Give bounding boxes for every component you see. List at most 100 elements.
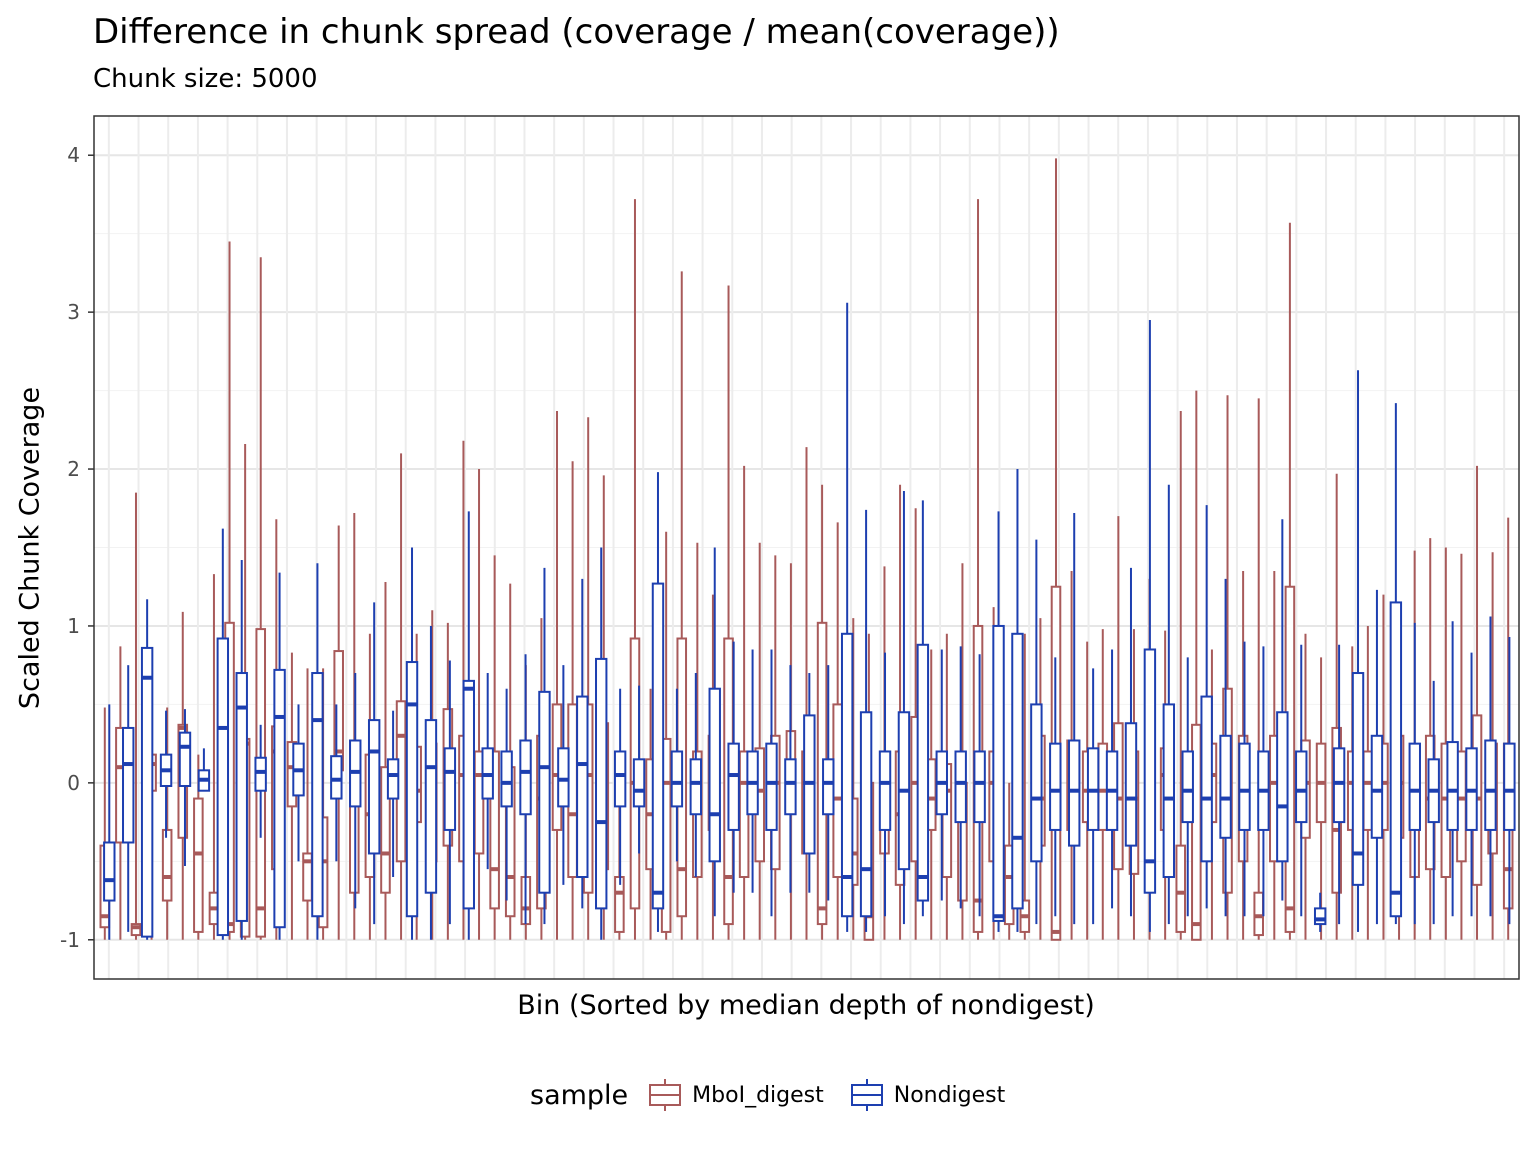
box-iqr	[1408, 742, 1421, 831]
box-iqr	[1276, 711, 1289, 863]
box-iqr	[727, 742, 740, 831]
legend-label-nondigest: Nondigest	[893, 1082, 1006, 1108]
box-iqr	[651, 582, 665, 910]
nondigest-box	[1332, 644, 1346, 925]
box-iqr	[380, 766, 391, 894]
box-iqr	[1332, 747, 1346, 824]
nondigest-box	[500, 688, 513, 901]
box-iqr	[273, 668, 286, 929]
box-iqr	[405, 661, 419, 918]
nondigest-box	[1408, 622, 1421, 925]
nondigest-box	[1086, 668, 1100, 925]
nondigest-box	[992, 511, 1005, 932]
nondigest-box	[1030, 539, 1043, 925]
mboi-box	[1019, 633, 1031, 940]
chart-title: Difference in chunk spread (coverage / m…	[93, 12, 1060, 52]
nondigest-box	[1295, 644, 1308, 917]
box-iqr	[576, 695, 589, 879]
nondigest-box	[330, 704, 343, 862]
legend-key-mboi	[649, 1079, 682, 1111]
box-iqr	[1389, 601, 1403, 918]
box-iqr	[216, 637, 230, 937]
legend-item-nondigest: Nondigest	[850, 1078, 1006, 1112]
chart-subtitle: Chunk size: 5000	[93, 64, 318, 94]
legend: sample MboI_digest Nondigest	[530, 1078, 1017, 1112]
y-tick-label: -1	[60, 927, 80, 952]
box-iqr	[254, 756, 267, 792]
box-iqr	[1181, 750, 1194, 824]
box-iqr	[1238, 742, 1251, 831]
box-iqr	[235, 672, 248, 922]
box-iqr	[1253, 891, 1264, 937]
nondigest-box	[1351, 370, 1365, 932]
box-iqr	[689, 758, 703, 816]
box-iqr	[538, 690, 551, 894]
box-iqr	[595, 657, 608, 910]
box-iqr	[1124, 722, 1138, 847]
nondigest-box	[1143, 319, 1157, 932]
box-iqr	[489, 750, 500, 910]
nondigest-box	[367, 602, 381, 925]
nondigest-box	[1162, 484, 1176, 925]
nondigest-box	[576, 578, 589, 909]
box-iqr	[1068, 739, 1081, 847]
box-iqr	[557, 747, 570, 808]
box-iqr	[193, 797, 204, 933]
box-iqr	[103, 841, 116, 902]
box-iqr	[973, 750, 986, 824]
nondigest-box	[765, 649, 778, 917]
box-iqr	[614, 876, 625, 933]
box-iqr	[1446, 741, 1459, 831]
box-iqr	[500, 750, 513, 808]
panel-border	[93, 115, 1520, 980]
box-iqr	[1200, 695, 1213, 863]
nondigest-box	[878, 652, 892, 917]
nondigest-box	[1181, 657, 1194, 917]
nondigest-box	[349, 673, 362, 909]
nondigest-box	[122, 665, 135, 932]
nondigest-box	[1068, 512, 1081, 925]
nondigest-box	[311, 563, 324, 940]
box-iqr	[832, 703, 843, 879]
nondigest-box	[1427, 680, 1440, 925]
box-iqr	[859, 711, 873, 918]
legend-label-mboi: MboI_digest	[692, 1082, 824, 1108]
box-iqr	[443, 747, 457, 831]
box-iqr	[311, 672, 324, 918]
y-tick-label: 3	[67, 300, 80, 325]
box-iqr	[632, 758, 646, 808]
box-iqr	[424, 719, 438, 894]
nondigest-box	[292, 704, 305, 862]
box-iqr	[670, 750, 684, 808]
nondigest-box	[1503, 636, 1516, 925]
box-iqr	[367, 719, 381, 855]
nondigest-box	[708, 547, 721, 917]
nondigest-box	[424, 625, 438, 940]
box-iqr	[765, 742, 778, 831]
box-iqr	[840, 632, 854, 918]
nondigest-box	[727, 641, 740, 893]
nondigest-box	[632, 685, 646, 854]
mboi-box	[489, 555, 500, 940]
nondigest-box	[254, 724, 267, 838]
y-tick-label: 0	[67, 770, 80, 795]
box-iqr	[130, 923, 142, 937]
legend-item-mboi: MboI_digest	[648, 1078, 824, 1112]
box-iqr	[1313, 907, 1327, 926]
nondigest-box	[935, 649, 948, 901]
box-iqr	[916, 643, 930, 902]
y-axis-label: Scaled Chunk Coverage	[14, 386, 46, 710]
nondigest-box	[103, 704, 116, 940]
nondigest-box	[216, 528, 230, 940]
box-iqr	[1503, 742, 1516, 831]
nondigest-box	[689, 673, 703, 878]
nondigest-box	[595, 547, 608, 940]
box-iqr	[878, 750, 892, 831]
box-iqr	[1351, 672, 1365, 886]
box-iqr	[462, 679, 475, 910]
nondigest-box	[840, 302, 854, 932]
box-iqr	[519, 739, 532, 816]
box-iqr	[1370, 734, 1384, 839]
nondigest-box	[1465, 652, 1478, 917]
y-tick-label: 1	[67, 613, 80, 638]
